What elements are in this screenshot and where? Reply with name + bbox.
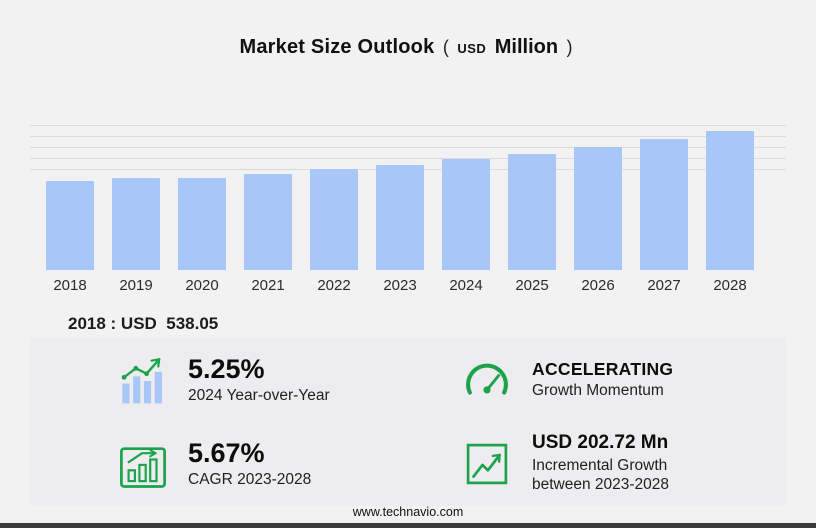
x-tick-2020: 2020 bbox=[185, 277, 219, 294]
stat-yoy-caption: 2024 Year-over-Year bbox=[188, 386, 330, 404]
bar-2018 bbox=[46, 181, 94, 270]
stat-momentum-caption: Growth Momentum bbox=[532, 382, 664, 399]
cagr-chart-icon bbox=[116, 437, 170, 491]
yoy-bars-trend-icon bbox=[116, 353, 170, 407]
title-paren-close: ) bbox=[566, 37, 573, 57]
title-main: Market Size Outlook bbox=[239, 36, 435, 58]
title-currency: USD bbox=[457, 41, 487, 56]
stat-momentum: ACCELERATING Growth Momentum bbox=[408, 338, 786, 422]
stat-incremental: USD 202.72 Mn Incremental Growth between… bbox=[408, 422, 786, 506]
footer-url: www.technavio.com bbox=[352, 505, 464, 519]
bar-series bbox=[37, 125, 763, 270]
x-tick-2028: 2028 bbox=[713, 277, 747, 294]
bar-2022 bbox=[310, 169, 358, 270]
stat-cagr-value: 5.67% bbox=[188, 437, 265, 468]
bar-2023 bbox=[376, 165, 424, 270]
speedometer-icon bbox=[460, 353, 514, 407]
stats-panel: 5.25% 2024 Year-over-Year ACCELERATING G… bbox=[30, 338, 786, 506]
stat-momentum-value: ACCELERATING bbox=[532, 358, 674, 379]
stat-yoy: 5.25% 2024 Year-over-Year bbox=[30, 338, 408, 422]
bar-2024 bbox=[442, 159, 490, 270]
x-tick-2019: 2019 bbox=[119, 277, 153, 294]
x-tick-2026: 2026 bbox=[581, 277, 615, 294]
bar-2021 bbox=[244, 174, 292, 270]
title-unit: Million bbox=[494, 36, 559, 58]
bottom-accent-bar bbox=[0, 523, 816, 528]
x-tick-2024: 2024 bbox=[449, 277, 483, 294]
x-tick-2023: 2023 bbox=[383, 277, 417, 294]
page-title: Market Size Outlook ( USD Million ) bbox=[0, 36, 816, 59]
stat-cagr-caption: CAGR 2023-2028 bbox=[188, 470, 312, 488]
bar-2027 bbox=[640, 139, 688, 270]
chart-annotation-2018-value: 2018 : USD 538.05 bbox=[68, 314, 219, 333]
bar-2025 bbox=[508, 154, 556, 270]
bar-chart bbox=[37, 125, 763, 270]
x-tick-2025: 2025 bbox=[515, 277, 549, 294]
bar-2026 bbox=[574, 147, 622, 270]
bar-2028 bbox=[706, 131, 754, 270]
stat-incremental-caption: Incremental Growth between 2023-2028 bbox=[532, 457, 670, 494]
x-tick-2018: 2018 bbox=[53, 277, 87, 294]
bar-2019 bbox=[112, 178, 160, 270]
stat-incremental-value: USD 202.72 Mn bbox=[532, 432, 669, 454]
bar-2020 bbox=[178, 178, 226, 270]
x-tick-2022: 2022 bbox=[317, 277, 351, 294]
stat-yoy-value: 5.25% bbox=[188, 353, 265, 384]
stat-cagr: 5.67% CAGR 2023-2028 bbox=[30, 422, 408, 506]
x-tick-2021: 2021 bbox=[251, 277, 285, 294]
growth-arrow-icon bbox=[460, 437, 514, 491]
x-tick-2027: 2027 bbox=[647, 277, 681, 294]
title-paren-open: ( bbox=[442, 37, 449, 57]
x-axis-labels: 2018 2019 2020 2021 2022 2023 2024 2025 2026 2027… bbox=[37, 277, 763, 294]
